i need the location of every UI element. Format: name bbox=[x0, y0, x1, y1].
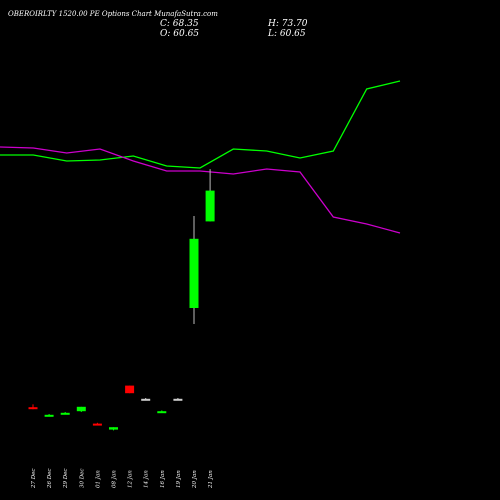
candle-body bbox=[76, 406, 86, 412]
close-value: C: 68.35 bbox=[160, 19, 199, 29]
x-tick-label: 27 Dec bbox=[31, 469, 37, 490]
x-tick-label: 21 Jan bbox=[208, 470, 214, 489]
x-tick-label: 30 Dec bbox=[79, 469, 85, 489]
candle-body bbox=[189, 238, 199, 308]
candle-body bbox=[109, 427, 118, 430]
x-tick-label: 08 Jan bbox=[112, 470, 118, 488]
x-tick-label: 01 Jan bbox=[95, 470, 101, 488]
indicator-line-1 bbox=[0, 80, 401, 169]
x-tick-label: 14 Jan bbox=[144, 470, 150, 488]
low-value: L: 60.65 bbox=[268, 29, 306, 39]
candle-body bbox=[157, 411, 167, 414]
high-value: H: 73.70 bbox=[268, 19, 308, 29]
candle-body bbox=[44, 414, 54, 417]
candle-body bbox=[60, 412, 70, 415]
candle-body bbox=[92, 423, 102, 426]
candles bbox=[28, 169, 215, 431]
indicator-line-2 bbox=[0, 146, 401, 234]
chart-title: OBEROIRLTY 1520.00 PE Options Chart Muna… bbox=[8, 10, 218, 18]
x-tick-label: 26 Dec bbox=[47, 469, 53, 490]
open-value: O: 60.65 bbox=[160, 29, 200, 39]
candle-body bbox=[205, 190, 215, 222]
x-tick-label: 19 Jan bbox=[176, 470, 182, 488]
x-tick-label: 16 Jan bbox=[160, 470, 166, 488]
candle-body bbox=[173, 398, 183, 401]
x-tick-label: 20 Jan bbox=[192, 470, 198, 489]
indicator-lines bbox=[0, 80, 401, 234]
candle-body bbox=[141, 398, 151, 401]
x-axis: 27 Dec 26 Dec 29 Dec 30 Dec 01 Jan 08 Jan 12 J… bbox=[31, 469, 214, 490]
candle-body bbox=[125, 385, 135, 394]
x-tick-label: 12 Jan bbox=[128, 470, 134, 488]
x-tick-label: 29 Dec bbox=[63, 469, 69, 490]
candle-body bbox=[28, 407, 38, 410]
